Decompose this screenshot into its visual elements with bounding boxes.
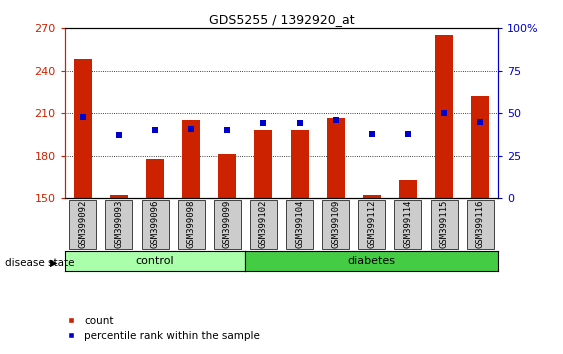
FancyBboxPatch shape (395, 200, 422, 249)
Text: ▶: ▶ (50, 258, 57, 268)
FancyBboxPatch shape (250, 200, 277, 249)
Bar (327, 118, 345, 198)
FancyBboxPatch shape (467, 200, 494, 249)
FancyBboxPatch shape (214, 200, 241, 249)
Bar (146, 159, 164, 198)
Bar (363, 195, 381, 198)
FancyBboxPatch shape (358, 200, 385, 249)
Bar (435, 35, 453, 198)
Bar (182, 120, 200, 198)
Point (223, 127, 232, 133)
Bar (471, 96, 489, 198)
Point (476, 119, 485, 125)
FancyBboxPatch shape (105, 200, 132, 249)
Bar (399, 180, 417, 198)
Bar (254, 130, 272, 198)
Text: GSM399092: GSM399092 (78, 200, 87, 248)
Text: GSM399109: GSM399109 (331, 200, 340, 248)
Point (331, 117, 340, 123)
Point (187, 126, 196, 131)
FancyBboxPatch shape (69, 200, 96, 249)
Point (259, 121, 268, 126)
Text: GSM399093: GSM399093 (114, 200, 123, 248)
Text: GSM399099: GSM399099 (223, 200, 232, 248)
Point (114, 132, 123, 138)
Text: control: control (136, 256, 175, 266)
FancyBboxPatch shape (322, 200, 349, 249)
Text: diabetes: diabetes (348, 256, 396, 266)
Legend: count, percentile rank within the sample: count, percentile rank within the sample (61, 312, 265, 345)
Point (150, 127, 159, 133)
Point (367, 131, 376, 137)
Point (404, 131, 413, 137)
Point (78, 114, 87, 120)
Text: GSM399116: GSM399116 (476, 200, 485, 248)
Bar (291, 130, 309, 198)
Text: GSM399098: GSM399098 (187, 200, 196, 248)
Text: GSM399104: GSM399104 (295, 200, 304, 248)
Bar (110, 195, 128, 198)
Text: GSM399102: GSM399102 (259, 200, 268, 248)
FancyBboxPatch shape (286, 200, 313, 249)
Title: GDS5255 / 1392920_at: GDS5255 / 1392920_at (209, 13, 354, 26)
FancyBboxPatch shape (141, 200, 168, 249)
Point (440, 110, 449, 116)
Text: GSM399115: GSM399115 (440, 200, 449, 248)
Text: GSM399114: GSM399114 (404, 200, 413, 248)
Point (295, 121, 304, 126)
FancyBboxPatch shape (431, 200, 458, 249)
Text: disease state: disease state (5, 258, 74, 268)
Bar (218, 154, 236, 198)
FancyBboxPatch shape (178, 200, 205, 249)
Text: GSM399112: GSM399112 (367, 200, 376, 248)
Text: GSM399096: GSM399096 (150, 200, 159, 248)
Bar (74, 59, 92, 198)
